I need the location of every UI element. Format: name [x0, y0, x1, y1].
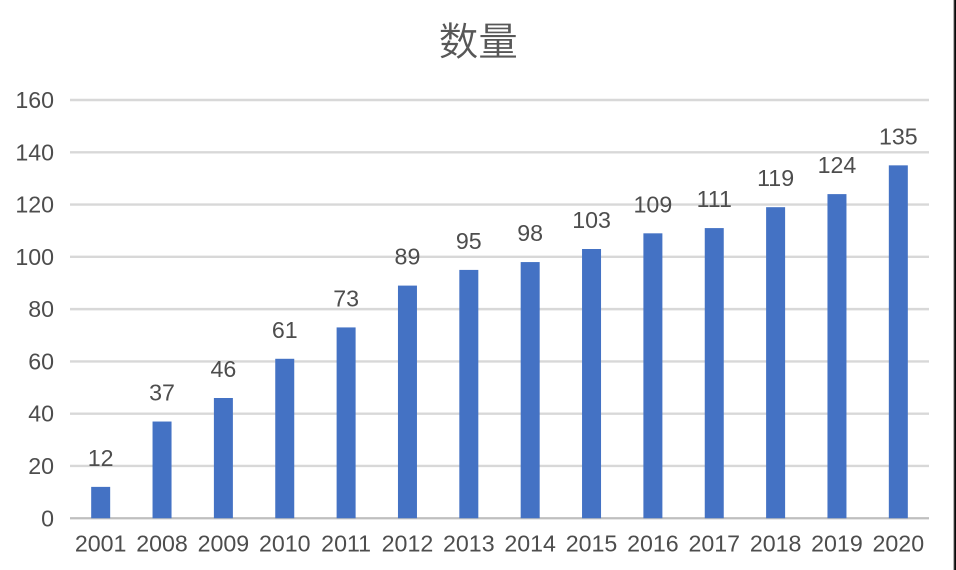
svg-text:20: 20 [28, 453, 54, 479]
svg-text:2014: 2014 [504, 531, 556, 557]
svg-text:2019: 2019 [811, 531, 863, 557]
svg-text:73: 73 [333, 285, 359, 311]
svg-text:46: 46 [210, 356, 236, 382]
svg-text:2013: 2013 [443, 531, 495, 557]
svg-text:61: 61 [272, 317, 298, 343]
svg-text:2008: 2008 [136, 531, 188, 557]
svg-text:2020: 2020 [873, 531, 925, 557]
svg-text:109: 109 [634, 191, 673, 217]
svg-text:2015: 2015 [566, 531, 618, 557]
svg-text:124: 124 [818, 152, 857, 178]
svg-text:120: 120 [15, 192, 54, 218]
svg-text:95: 95 [456, 228, 482, 254]
svg-text:103: 103 [572, 207, 611, 233]
svg-text:160: 160 [15, 87, 54, 113]
svg-text:2010: 2010 [259, 531, 311, 557]
svg-text:40: 40 [28, 401, 54, 427]
svg-text:140: 140 [15, 139, 54, 165]
svg-text:2018: 2018 [750, 531, 802, 557]
svg-text:0: 0 [41, 505, 54, 531]
svg-text:12: 12 [88, 445, 114, 471]
svg-text:111: 111 [697, 186, 732, 212]
svg-text:98: 98 [517, 220, 543, 246]
svg-text:2009: 2009 [198, 531, 250, 557]
svg-text:2012: 2012 [382, 531, 434, 557]
svg-text:100: 100 [15, 244, 54, 270]
svg-text:135: 135 [879, 123, 918, 149]
svg-text:119: 119 [757, 165, 794, 191]
svg-text:80: 80 [28, 296, 54, 322]
svg-text:2016: 2016 [627, 531, 679, 557]
svg-text:2011: 2011 [321, 531, 371, 557]
svg-text:60: 60 [28, 348, 54, 374]
svg-text:2001: 2001 [75, 531, 127, 557]
svg-text:2017: 2017 [688, 531, 740, 557]
svg-text:89: 89 [395, 244, 421, 270]
svg-text:37: 37 [149, 380, 175, 406]
